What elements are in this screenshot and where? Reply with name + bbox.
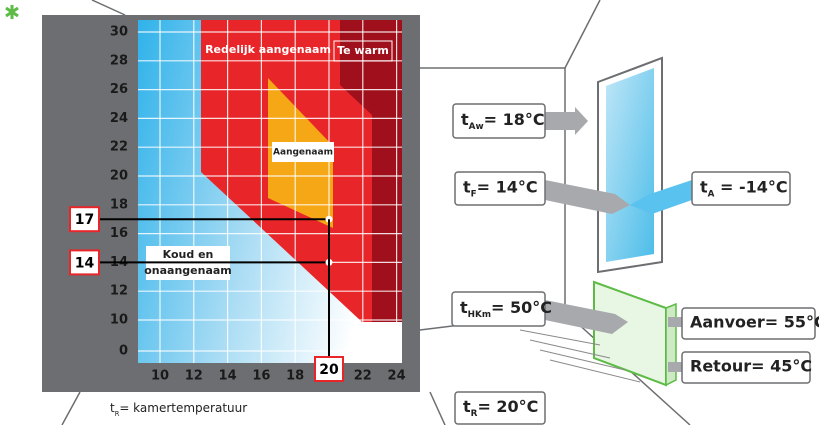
radiator-side <box>665 302 677 387</box>
label-main: t <box>110 401 115 415</box>
label-box <box>454 171 546 206</box>
y-tick-label: 16 <box>110 226 128 241</box>
label-box <box>691 171 791 206</box>
label-text: tA = -14°C <box>700 177 788 199</box>
label-rest: = 18°C <box>484 110 545 129</box>
label-box <box>681 307 816 340</box>
marker-box <box>314 356 344 382</box>
label-text: Retour= 45°C <box>690 356 812 375</box>
label-text: tAw= 18°C <box>461 110 545 132</box>
y-tick-label: 18 <box>110 197 128 212</box>
y-tick-label: 10 <box>110 313 128 328</box>
label-box <box>681 351 811 384</box>
marker-label: 14 <box>75 255 95 271</box>
marker-label: 20 <box>319 362 339 378</box>
y-tick-label: 26 <box>110 82 128 97</box>
label-sub: R <box>471 409 478 419</box>
x-tick-label: 16 <box>252 369 270 384</box>
zone-label-box <box>333 40 393 62</box>
y-tick-label: 20 <box>110 169 128 184</box>
zone-label: Koud en <box>163 248 214 261</box>
label-sub: HKm <box>468 310 491 320</box>
x-tick-label: 24 <box>388 369 406 384</box>
y-tick-label: 12 <box>110 284 128 299</box>
label-rest: = 20°C <box>477 397 538 416</box>
zone-label: onaangenaam <box>144 264 232 277</box>
x-tick-label: 22 <box>354 369 372 384</box>
label-box <box>451 291 546 327</box>
label-main: Retour= 45°C <box>690 356 812 375</box>
label-main: t <box>461 110 469 129</box>
label-box <box>452 103 546 139</box>
y-tick-label: 30 <box>110 25 128 40</box>
label-text: tR= 20°C <box>463 397 538 419</box>
label-rest: = 50°C <box>491 298 552 317</box>
radiator <box>593 280 667 387</box>
zone-label-box <box>272 142 334 162</box>
label-main: t <box>700 177 708 196</box>
label-main: t <box>463 397 471 416</box>
label-sub: A <box>708 189 715 199</box>
y-tick-label: 22 <box>110 140 128 155</box>
arrows <box>545 107 692 372</box>
label-main: t <box>463 177 471 196</box>
zone-label: Redelijk aangenaam <box>205 43 331 56</box>
x-tick-label: 18 <box>286 369 304 384</box>
marker-box <box>69 206 100 233</box>
zone-too-warm <box>340 20 402 322</box>
label-main: t <box>460 298 468 317</box>
label-text: tR= kamertemperatuur <box>110 401 247 419</box>
label-text: tHKm= 50°C <box>460 298 552 320</box>
window-glass <box>606 68 654 262</box>
marker-box <box>69 249 100 276</box>
label-text: tF= 14°C <box>463 177 538 199</box>
label-sub: F <box>471 189 477 199</box>
zone-label: Aangenaam <box>273 148 333 158</box>
y-tick-label: 0 <box>119 344 128 359</box>
label-rest: = kamertemperatuur <box>119 401 247 415</box>
y-tick-label: 24 <box>110 111 128 126</box>
marker-label: 17 <box>75 212 94 228</box>
label-sub: Aw <box>469 122 484 132</box>
asterisk-icon <box>5 5 19 19</box>
x-tick-label: 14 <box>219 369 237 384</box>
x-tick-label: 12 <box>185 369 203 384</box>
zone-label: Te warm <box>337 44 389 57</box>
label-box <box>454 391 546 425</box>
label-main: Aanvoer= 55°C <box>690 312 819 331</box>
label-rest: = 14°C <box>477 177 538 196</box>
label-rest: = -14°C <box>714 177 787 196</box>
label-text: Aanvoer= 55°C <box>690 312 819 331</box>
y-tick-label: 28 <box>110 53 128 68</box>
label-sub: R <box>115 410 120 418</box>
x-tick-label: 10 <box>151 369 169 384</box>
